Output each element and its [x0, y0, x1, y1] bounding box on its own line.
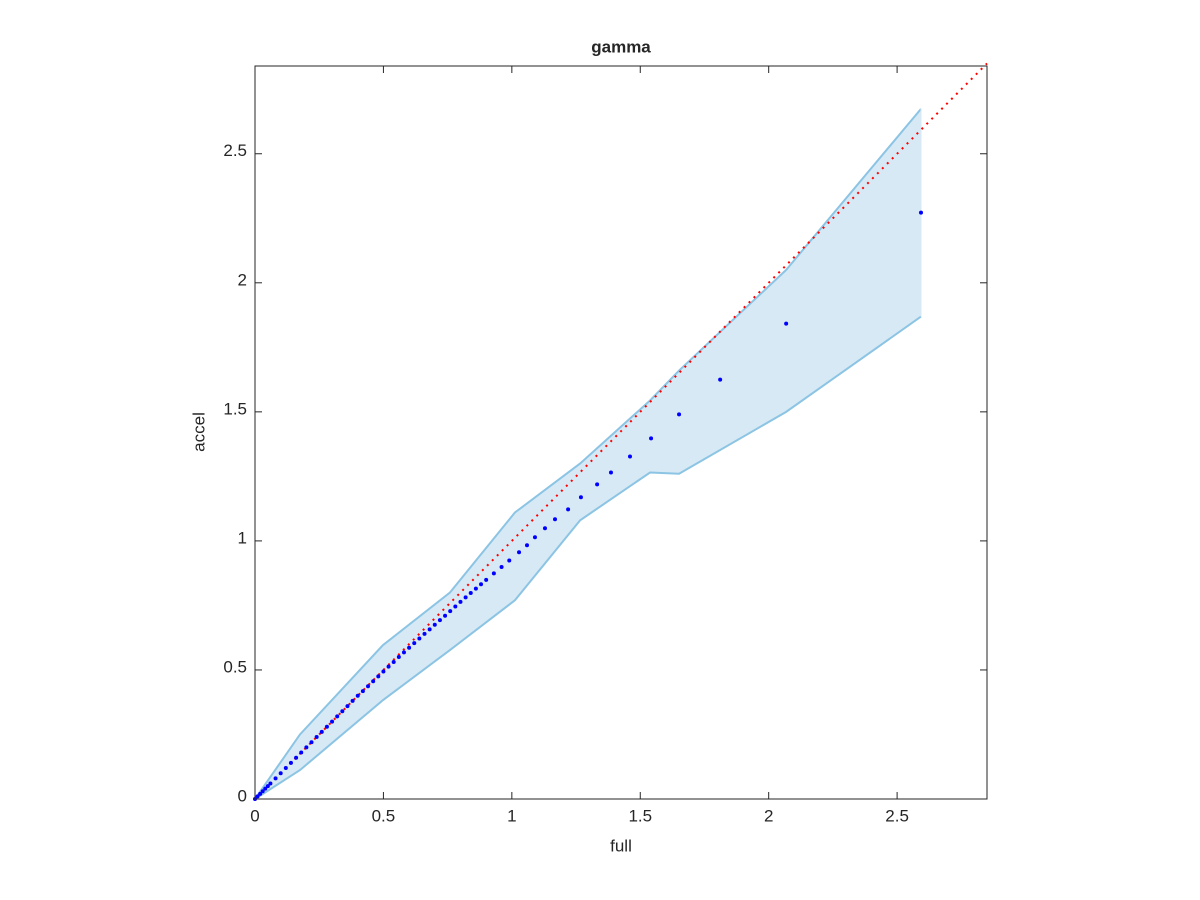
- point: [468, 591, 473, 596]
- point: [473, 586, 478, 591]
- point: [304, 745, 309, 750]
- point: [443, 613, 448, 618]
- point: [330, 719, 335, 724]
- point: [552, 517, 557, 522]
- point: [401, 650, 406, 655]
- y-tick-label: 1.5: [223, 399, 247, 418]
- point: [391, 659, 396, 664]
- x-tick-label: 2.5: [885, 806, 909, 825]
- axes-box: [254, 65, 988, 800]
- point: [417, 636, 422, 641]
- point: [273, 776, 278, 781]
- point: [283, 766, 288, 771]
- point: [566, 507, 571, 512]
- y-tick-label: 2.5: [223, 141, 247, 160]
- point: [412, 641, 417, 646]
- x-tick-label: 0.5: [372, 806, 396, 825]
- point: [309, 740, 314, 745]
- point: [335, 714, 340, 719]
- point: [524, 543, 529, 548]
- point: [422, 631, 427, 636]
- point: [499, 564, 504, 569]
- point: [350, 698, 355, 703]
- y-axis-label: accel: [189, 412, 208, 452]
- band-upper: [254, 108, 922, 800]
- y-tick-label: 0.5: [223, 657, 247, 676]
- x-tick-label: 1: [507, 806, 516, 825]
- chart-title: gamma: [591, 37, 651, 56]
- point: [355, 693, 360, 698]
- point: [324, 724, 329, 729]
- point: [396, 655, 401, 660]
- point: [479, 582, 484, 587]
- point: [407, 645, 412, 650]
- point: [484, 577, 489, 582]
- point: [453, 604, 458, 609]
- point: [268, 781, 273, 786]
- point: [288, 760, 293, 765]
- point: [258, 791, 263, 796]
- x-tick-label: 2: [764, 806, 773, 825]
- point: [299, 750, 304, 755]
- point: [360, 689, 365, 694]
- point: [595, 482, 600, 487]
- point: [278, 771, 283, 776]
- point: [578, 495, 583, 500]
- point: [517, 550, 522, 555]
- point: [381, 669, 386, 674]
- point: [918, 210, 923, 215]
- point: [366, 684, 371, 689]
- reference-line: [254, 62, 988, 800]
- band-area: [255, 108, 921, 800]
- point: [491, 571, 496, 576]
- point: [448, 609, 453, 614]
- x-tick-label: 1.5: [628, 806, 652, 825]
- x-tick-label: 0: [250, 806, 259, 825]
- point: [319, 729, 324, 734]
- point: [340, 709, 345, 714]
- y-tick-label: 0: [238, 786, 247, 805]
- point: [458, 599, 463, 604]
- point: [263, 786, 268, 791]
- point: [437, 618, 442, 623]
- point: [507, 558, 512, 563]
- point: [314, 735, 319, 740]
- point: [255, 794, 260, 799]
- point: [532, 535, 537, 540]
- x-axis-label: full: [610, 836, 632, 855]
- point: [260, 789, 265, 794]
- point: [677, 412, 682, 417]
- point: [542, 526, 547, 531]
- y-tick-label: 1: [238, 528, 247, 547]
- point: [294, 755, 299, 760]
- point: [371, 679, 376, 684]
- point: [463, 595, 468, 600]
- point: [345, 704, 350, 709]
- point: [784, 321, 789, 326]
- point: [376, 674, 381, 679]
- point: [432, 622, 437, 627]
- point: [649, 436, 654, 441]
- point: [427, 627, 432, 632]
- point: [265, 784, 270, 789]
- point: [608, 470, 613, 475]
- point: [627, 454, 632, 459]
- band-lower: [254, 315, 922, 800]
- y-tick-label: 2: [238, 270, 247, 289]
- point: [386, 664, 391, 669]
- point: [718, 377, 723, 382]
